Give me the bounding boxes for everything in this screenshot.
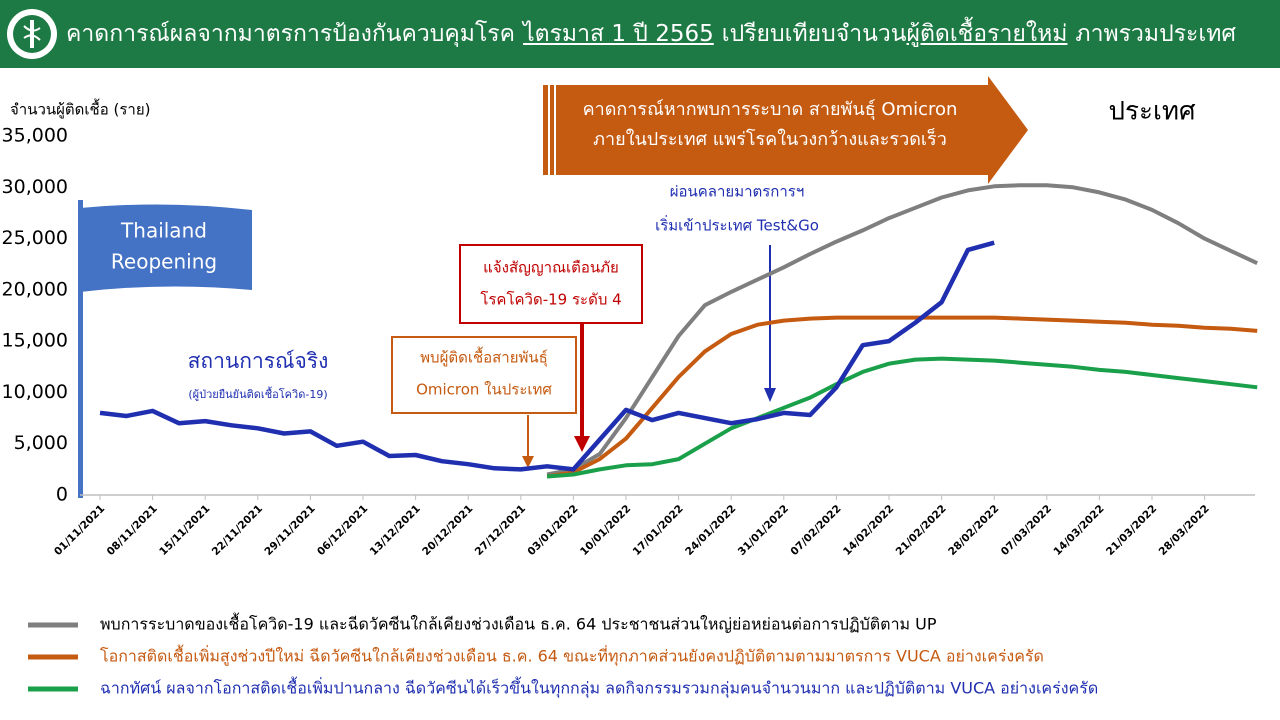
region-label: ประเทศ <box>1109 97 1196 127</box>
x-tick-label: 06/12/2021 <box>315 503 370 558</box>
series-line <box>546 356 1258 479</box>
y-tick-label: 15,000 <box>2 330 68 352</box>
legend-label: พบการระบาดของเชื้อโควิด-19 และฉีดวัคซีนใ… <box>100 613 937 634</box>
flag-text: Thailand <box>120 219 207 243</box>
x-tick-label: 17/01/2022 <box>631 503 686 558</box>
y-tick-label: 0 <box>56 484 68 506</box>
x-tick-label: 22/11/2021 <box>210 503 265 558</box>
x-tick-label: 28/03/2022 <box>1157 503 1212 558</box>
x-tick-label: 07/02/2022 <box>788 503 843 558</box>
x-tick-label: 24/01/2022 <box>683 503 738 558</box>
title-part: ผู้ติดเชื้อรายใหม่ <box>906 21 1068 47</box>
annotation-box <box>391 336 577 414</box>
y-tick-label: 5,000 <box>14 432 68 454</box>
x-tick-label: 27/12/2021 <box>473 503 528 558</box>
series-note: (ผู้ป่วยยืนยันติดเชื้อโควิด-19) <box>188 386 327 401</box>
y-tick-label: 35,000 <box>2 125 68 147</box>
flag <box>80 204 252 292</box>
series-line <box>99 240 995 472</box>
y-tick-label: 30,000 <box>2 176 68 198</box>
annotation-text: โรคโควิด-19 ระดับ 4 <box>480 291 621 309</box>
series-line <box>546 315 1258 479</box>
legend-label: ฉากทัศน์ ผลจากโอกาสติดเชื้อเพิ่มปานกลาง … <box>100 677 1098 699</box>
annotation-text: ผ่อนคลายมาตรการฯ <box>670 183 805 201</box>
series-line <box>546 183 1259 477</box>
y-axis-label: จำนวนผู้ติดเชื้อ (ราย) <box>10 99 150 119</box>
banner-text: ภายในประเทศ แพร่โรคในวงกว้างและรวดเร็ว <box>593 127 947 150</box>
title-part: คาดการณ์ผลจากมาตรการป้องกันควบคุมโรค <box>66 21 516 47</box>
x-tick-label: 14/02/2022 <box>841 503 896 558</box>
annotation-text: เริ่มเข้าประเทศ Test&Go <box>655 215 819 235</box>
title-part: ภาพรวมประเทศ <box>1075 21 1237 47</box>
x-tick-label: 08/11/2021 <box>105 503 160 558</box>
annotation-text: แจ้งสัญญาณเตือนภัย <box>483 259 619 277</box>
logo <box>7 9 57 59</box>
flag-pole <box>78 200 83 498</box>
x-tick-label: 10/01/2022 <box>578 503 633 558</box>
header: คาดการณ์ผลจากมาตรการป้องกันควบคุมโรค ไตร… <box>0 0 1280 68</box>
annotation-text: พบผู้ติดเชื้อสายพันธุ์ <box>420 347 548 368</box>
x-tick-label: 28/02/2022 <box>946 503 1001 558</box>
x-tick-label: 14/03/2022 <box>1051 503 1106 558</box>
x-tick-label: 07/03/2022 <box>999 503 1054 558</box>
x-tick-label: 13/12/2021 <box>368 503 423 558</box>
series-label: สถานการณ์จริง <box>188 349 329 373</box>
x-tick-label: 20/12/2021 <box>420 503 475 558</box>
banner-arrow <box>543 76 1028 184</box>
y-tick-label: 20,000 <box>2 278 68 300</box>
annotation-arrowhead <box>574 436 590 452</box>
x-tick-label: 15/11/2021 <box>157 503 212 558</box>
x-tick-label: 01/11/2021 <box>52 503 107 558</box>
x-tick-label: 03/01/2022 <box>525 503 580 558</box>
annotation-arrowhead <box>764 388 776 402</box>
x-tick-label: 21/03/2022 <box>1104 503 1159 558</box>
x-tick-label: 21/02/2022 <box>894 503 949 558</box>
x-tick-label: 29/11/2021 <box>262 503 317 558</box>
title-part: เปรียบเทียบจำนวน <box>721 21 907 47</box>
x-tick-label: 31/01/2022 <box>736 503 791 558</box>
legend-label: โอกาสติดเชื้อเพิ่มสูงช่วงปีใหม่ ฉีดวัคซี… <box>100 645 1044 667</box>
annotation-arrowhead <box>522 456 534 468</box>
title-part: ไตรมาส 1 ปี 2565 <box>523 21 714 47</box>
annotation-text: Omicron ในประเทศ <box>416 381 552 399</box>
banner-text: คาดการณ์หากพบการระบาด สายพันธุ์ Omicron <box>583 99 958 120</box>
y-tick-label: 10,000 <box>2 381 68 403</box>
annotation-box <box>459 244 643 324</box>
flag-text: Reopening <box>111 250 217 274</box>
y-tick-label: 25,000 <box>2 227 68 249</box>
